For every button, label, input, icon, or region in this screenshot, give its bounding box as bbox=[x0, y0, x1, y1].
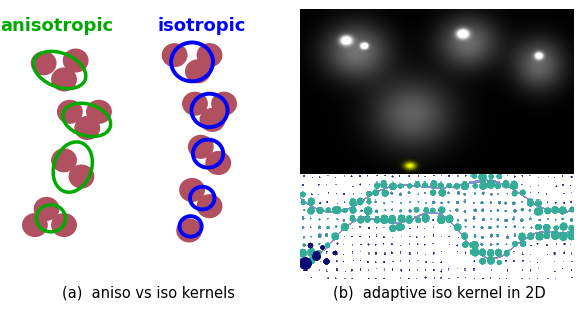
Circle shape bbox=[200, 108, 225, 131]
Text: isotropic: isotropic bbox=[157, 17, 246, 35]
Text: anisotropic: anisotropic bbox=[0, 17, 113, 35]
Circle shape bbox=[69, 165, 94, 188]
Circle shape bbox=[189, 135, 213, 158]
Text: (b)  adaptive iso kernel in 2D: (b) adaptive iso kernel in 2D bbox=[333, 286, 546, 301]
Circle shape bbox=[58, 100, 82, 123]
Circle shape bbox=[75, 117, 100, 139]
Circle shape bbox=[23, 214, 47, 237]
Circle shape bbox=[52, 149, 76, 172]
Circle shape bbox=[186, 60, 210, 83]
Circle shape bbox=[63, 49, 88, 72]
Text: (a)  aniso vs iso kernels: (a) aniso vs iso kernels bbox=[62, 286, 235, 301]
Circle shape bbox=[31, 52, 56, 75]
Circle shape bbox=[183, 92, 207, 115]
Circle shape bbox=[52, 214, 76, 237]
Circle shape bbox=[162, 44, 187, 66]
Circle shape bbox=[52, 68, 76, 91]
Circle shape bbox=[34, 197, 59, 220]
Circle shape bbox=[87, 100, 111, 123]
Circle shape bbox=[180, 179, 204, 201]
Circle shape bbox=[177, 219, 201, 242]
Circle shape bbox=[197, 44, 222, 66]
Circle shape bbox=[212, 92, 236, 115]
Circle shape bbox=[197, 195, 222, 218]
Circle shape bbox=[206, 152, 230, 174]
